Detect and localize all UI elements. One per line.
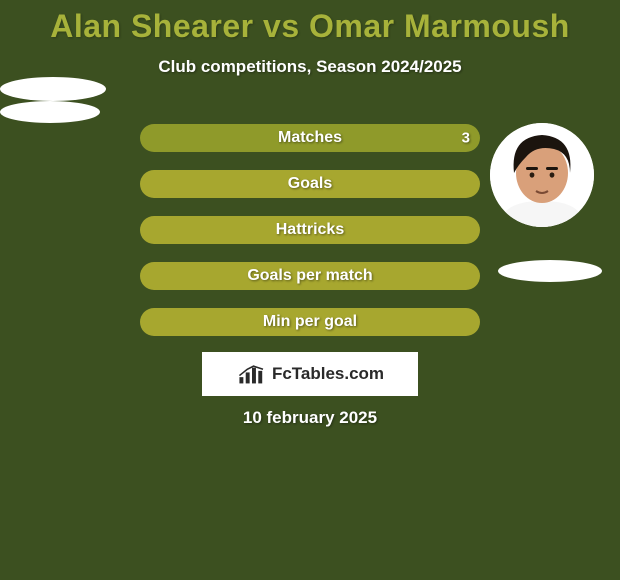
infographic: Alan Shearer vs Omar Marmoush Club compe… xyxy=(0,0,620,580)
player-right-avatar xyxy=(490,123,594,227)
stat-bar-label: Min per goal xyxy=(140,313,480,331)
stat-bar-value: 3 xyxy=(462,130,470,147)
stat-bar-hattricks: Hattricks xyxy=(140,216,480,244)
stat-bar-min-per-goal: Min per goal xyxy=(140,308,480,336)
avatar-brow-right xyxy=(546,167,558,170)
stat-bar-matches: Matches3 xyxy=(140,124,480,152)
stat-bar-label: Matches xyxy=(140,129,480,147)
player-right-avatar-svg xyxy=(490,123,594,227)
avatar-eye-right xyxy=(550,172,555,177)
brand-text: FcTables.com xyxy=(272,364,384,384)
avatar-brow-left xyxy=(526,167,538,170)
stat-bar-goals: Goals xyxy=(140,170,480,198)
brand-icon xyxy=(236,363,268,385)
date-text: 10 february 2025 xyxy=(0,408,620,428)
brand-box: FcTables.com xyxy=(202,352,418,396)
stat-bar-label: Goals per match xyxy=(140,267,480,285)
player-left-avatar-placeholder xyxy=(0,77,106,101)
stat-bar-label: Hattricks xyxy=(140,221,480,239)
page-title: Alan Shearer vs Omar Marmoush xyxy=(0,0,620,45)
stat-bars: Matches3 Goals Hattricks Goals per match Min… xyxy=(140,124,480,354)
subtitle: Club competitions, Season 2024/2025 xyxy=(0,57,620,77)
stat-bar-label: Goals xyxy=(140,175,480,193)
player-left-ellipse xyxy=(0,101,100,123)
player-right-ellipse xyxy=(498,260,602,282)
avatar-eye-left xyxy=(530,172,535,177)
stat-bar-goals-per-match: Goals per match xyxy=(140,262,480,290)
